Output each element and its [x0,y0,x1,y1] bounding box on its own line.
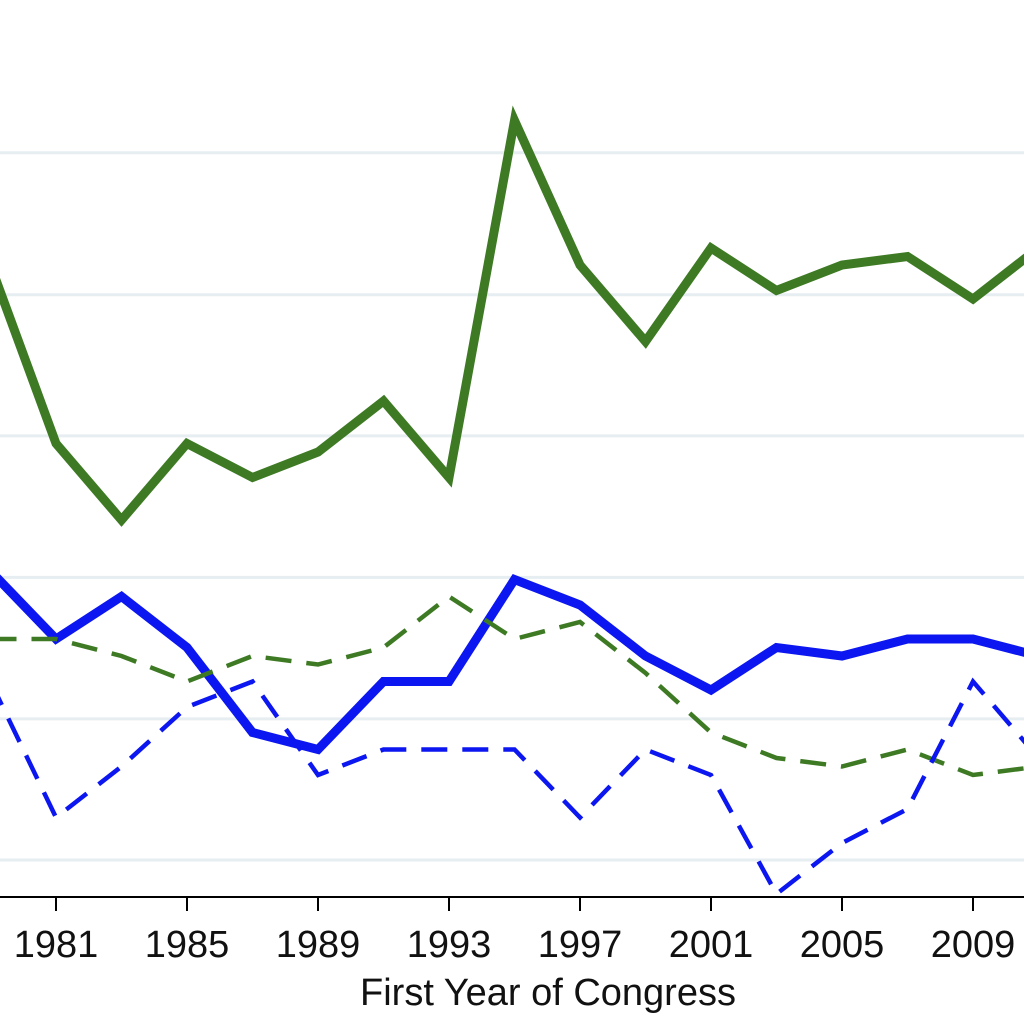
series-line-1-solid [0,573,1024,755]
x-axis-title: First Year of Congress [360,972,736,1014]
x-tick-label: 1989 [276,924,361,966]
series-line-3-dashed [0,677,1024,898]
x-tick-label: 2009 [931,924,1016,966]
x-tick-label: 1981 [14,924,99,966]
series-lines [0,105,1024,898]
x-axis: 1981 1985 1989 1993 1997 2001 2005 2009 [0,896,1024,966]
series-line-0-solid [0,105,1024,527]
x-tick-label: 2001 [669,924,754,966]
x-tick-label: 2005 [800,924,885,966]
x-tick-label: 1993 [407,924,492,966]
x-axis-ticks: 1981 1985 1989 1993 1997 2001 2005 2009 [14,897,1016,966]
series-line-2-dashed [0,593,1024,778]
x-tick-label: 1985 [145,924,230,966]
x-tick-label: 1997 [538,924,623,966]
